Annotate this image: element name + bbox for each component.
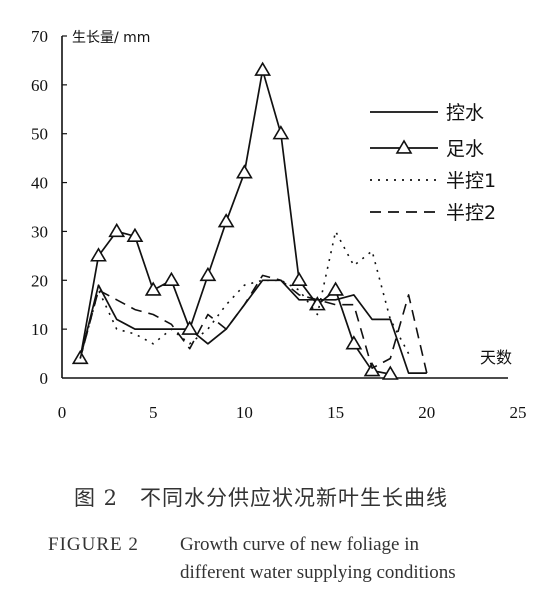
y-tick-label: 60 <box>31 76 48 95</box>
triangle-marker <box>144 281 162 296</box>
legend-triangle-marker <box>395 139 413 154</box>
figure-label: FIGURE 2 <box>48 534 139 555</box>
y-tick-label: 10 <box>31 320 48 339</box>
x-tick-label: 0 <box>58 403 67 422</box>
x-tick-label: 10 <box>236 403 253 422</box>
series-line-2 <box>79 69 391 375</box>
x-tick-label: 20 <box>418 403 435 422</box>
growth-curve-chart: 0 10 20 30 40 50 60 70 0 5 10 15 20 25 生长量/ mm 天数 控水足… <box>31 27 527 422</box>
x-tick-label: 15 <box>327 403 344 422</box>
legend-label-3: 半控1 <box>446 170 496 192</box>
triangle-marker <box>290 271 308 286</box>
triangle-marker <box>363 362 381 377</box>
triangle-marker <box>181 320 199 335</box>
triangle-marker <box>163 271 180 286</box>
triangle-marker <box>327 281 344 296</box>
triangle-marker <box>381 365 399 380</box>
y-tick-label: 20 <box>31 271 48 290</box>
series-line-4 <box>79 274 428 374</box>
triangle-marker <box>308 296 326 311</box>
series-line-3 <box>79 230 410 359</box>
x-tick-label: 25 <box>510 403 527 422</box>
triangle-marker <box>236 164 253 179</box>
series-line-1 <box>79 279 427 374</box>
y-tick-label: 40 <box>31 174 48 193</box>
triangle-marker <box>126 227 144 243</box>
y-tick-label: 0 <box>40 369 49 388</box>
caption-line-1: Growth curve of new foliage in <box>180 534 420 555</box>
x-axis-label: 天数 <box>480 348 512 367</box>
triangle-marker <box>108 222 126 238</box>
legend-label-1: 控水 <box>446 102 484 124</box>
y-tick-label: 30 <box>31 222 48 241</box>
triangle-marker <box>272 125 290 140</box>
caption-line-2: different water supplying conditions <box>180 562 456 583</box>
legend-label-2: 足水 <box>446 138 484 160</box>
legend-label-4: 半控2 <box>446 202 496 224</box>
triangle-marker <box>90 247 107 262</box>
plot-area: 0 10 20 30 40 50 60 70 0 5 10 15 20 25 <box>31 27 527 422</box>
figure-caption-english: FIGURE 2 Growth curve of new foliage in d… <box>48 531 456 587</box>
triangle-marker <box>217 213 235 228</box>
x-tick-label: 5 <box>149 403 158 422</box>
y-tick-label: 50 <box>31 125 48 144</box>
y-tick-label: 70 <box>31 27 48 46</box>
figure-caption-chinese: 图 2 不同水分供应状况新叶生长曲线 <box>74 486 449 510</box>
y-axis-label: 生长量/ mm <box>72 30 150 46</box>
triangle-marker <box>345 335 363 350</box>
triangle-marker <box>199 266 217 282</box>
triangle-marker <box>254 61 272 76</box>
